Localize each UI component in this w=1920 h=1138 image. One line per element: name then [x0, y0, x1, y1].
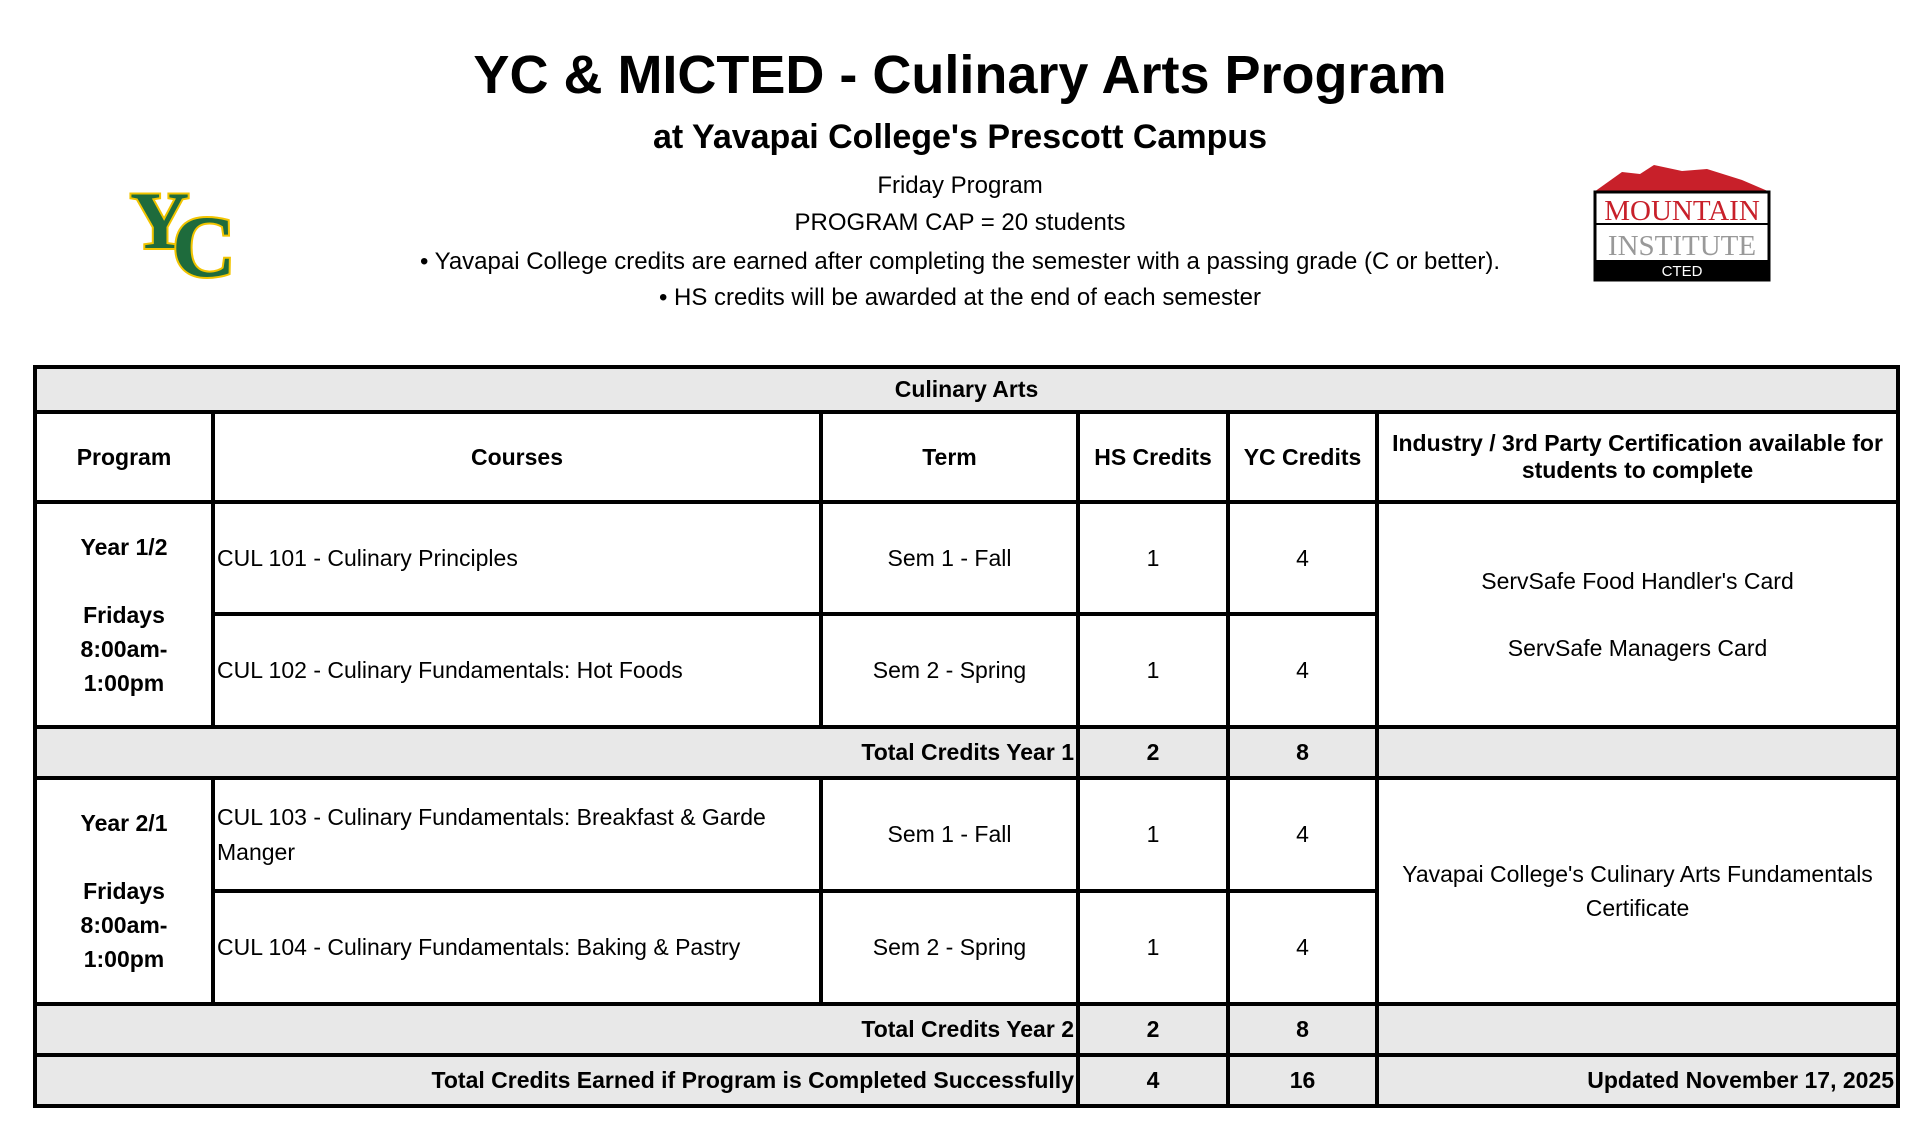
cert: ServSafe Food Handler's Card: [1481, 567, 1794, 594]
col-yc-credits: YC Credits: [1226, 410, 1379, 504]
program-year2: Year 2/1 Fridays 8:00am- 1:00pm: [33, 776, 215, 1006]
time-start: 8:00am-: [80, 635, 168, 662]
mountain-institute-logo: MOUNTAIN INSTITUTE CTED: [1593, 165, 1771, 282]
col-term: Term: [819, 410, 1080, 504]
total-yc: 8: [1226, 725, 1379, 780]
course: CUL 101 - Culinary Principles: [211, 500, 823, 616]
program-table: Culinary Arts Program Courses Term HS Cr…: [32, 365, 1901, 1108]
note-yc-credits: • Yavapai College credits are earned aft…: [419, 248, 1501, 275]
yc-credits: 4: [1226, 776, 1379, 893]
total-hs: 2: [1076, 725, 1230, 780]
table-row: Year 1/2 Fridays 8:00am- 1:00pm CUL 101 …: [33, 500, 1901, 729]
total-row-year2: Total Credits Year 2 2 8: [33, 1002, 1901, 1057]
svg-text:MOUNTAIN: MOUNTAIN: [1604, 195, 1760, 227]
yc-logo: Y C: [128, 176, 238, 281]
yc-credits: 4: [1226, 500, 1379, 616]
year-label: Year 1/2: [80, 533, 168, 560]
program-type: Friday Program: [877, 172, 1043, 199]
empty-cell: [1374, 1002, 1901, 1057]
empty-cell: [1374, 725, 1901, 780]
hs-credits: 1: [1076, 500, 1230, 616]
program-cap: PROGRAM CAP = 20 students: [794, 209, 1126, 236]
course: CUL 102 - Culinary Fundamentals: Hot Foo…: [211, 612, 823, 729]
term: Sem 2 - Spring: [819, 612, 1080, 729]
program-year1: Year 1/2 Fridays 8:00am- 1:00pm: [33, 500, 215, 729]
svg-text:C: C: [172, 199, 236, 281]
cert: ServSafe Managers Card: [1507, 634, 1768, 661]
grand-total-label: Total Credits Earned if Program is Compl…: [33, 1053, 1080, 1108]
page-title: YC & MICTED - Culinary Arts Program: [473, 45, 1447, 105]
section-title: Culinary Arts: [32, 365, 1901, 414]
total-hs: 2: [1076, 1002, 1230, 1057]
course: CUL 103 - Culinary Fundamentals: Breakfa…: [211, 776, 823, 893]
certifications-year2: Yavapai College's Culinary Arts Fundamen…: [1374, 776, 1901, 1006]
hs-credits: 1: [1076, 612, 1230, 729]
page-subtitle: at Yavapai College's Prescott Campus: [652, 118, 1268, 156]
time-end: 1:00pm: [83, 946, 165, 972]
time-end: 1:00pm: [83, 669, 165, 696]
certifications-year1: ServSafe Food Handler's Card ServSafe Ma…: [1374, 500, 1901, 729]
svg-text:INSTITUTE: INSTITUTE: [1608, 230, 1756, 262]
updated-date: Updated November 17, 2025: [1374, 1053, 1901, 1108]
col-certification: Industry / 3rd Party Certification avail…: [1374, 410, 1901, 504]
term: Sem 1 - Fall: [819, 500, 1080, 616]
table-row: CUL 102 - Culinary Fundamentals: Hot Foo…: [35, 612, 1898, 729]
column-headers: Program Courses Term HS Credits YC Credi…: [33, 410, 1901, 504]
year-label: Year 2/1: [80, 810, 168, 836]
course: CUL 104 - Culinary Fundamentals: Baking …: [211, 889, 823, 1006]
svg-text:CTED: CTED: [1662, 263, 1703, 280]
day-label: Fridays: [83, 601, 165, 628]
term: Sem 2 - Spring: [819, 889, 1080, 1006]
grand-total-row: Total Credits Earned if Program is Compl…: [33, 1053, 1901, 1108]
col-program: Program: [33, 410, 215, 504]
col-courses: Courses: [211, 410, 823, 504]
term: Sem 1 - Fall: [819, 776, 1080, 893]
grand-total-yc: 16: [1226, 1053, 1379, 1108]
day-label: Fridays: [83, 878, 165, 904]
hs-credits: 1: [1076, 776, 1230, 893]
yc-credits: 4: [1226, 889, 1379, 1006]
total-row-year1: Total Credits Year 1 2 8: [33, 725, 1901, 780]
svg-text:Y: Y: [130, 176, 189, 266]
total-yc: 8: [1226, 1002, 1379, 1057]
note-hs-credits: • HS credits will be awarded at the end …: [658, 284, 1262, 311]
total-label: Total Credits Year 1: [33, 725, 1080, 780]
hs-credits: 1: [1076, 889, 1230, 1006]
grand-total-hs: 4: [1076, 1053, 1230, 1108]
table-row: CUL 104 - Culinary Fundamentals: Baking …: [35, 889, 1898, 1006]
time-start: 8:00am-: [80, 912, 168, 938]
table-row: Year 2/1 Fridays 8:00am- 1:00pm CUL 103 …: [33, 776, 1901, 1006]
total-label: Total Credits Year 2: [33, 1002, 1080, 1057]
yc-credits: 4: [1226, 612, 1379, 729]
col-hs-credits: HS Credits: [1076, 410, 1230, 504]
